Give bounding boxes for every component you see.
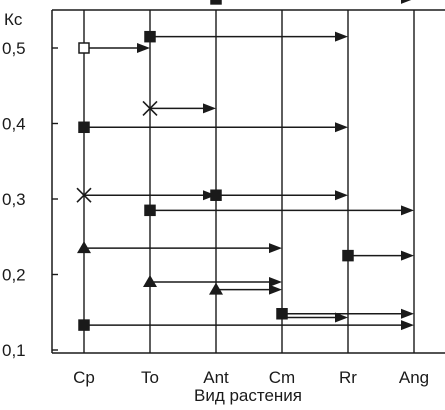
- series-marker-square: [276, 308, 288, 320]
- x-tick-cp: Cp: [73, 368, 95, 387]
- series-arrowhead: [335, 31, 348, 42]
- series-arrowhead: [401, 250, 414, 261]
- y-tick-label: 0,3: [2, 190, 26, 209]
- series-marker-square: [78, 42, 90, 54]
- x-tick-rr: Rr: [339, 368, 357, 387]
- series-arrowhead: [335, 122, 348, 133]
- series-arrowhead: [401, 320, 414, 331]
- x-axis-label: Вид растения: [194, 386, 302, 405]
- series-marker-triangle: [77, 241, 91, 254]
- series-marker-square: [78, 319, 90, 331]
- x-tick-cm: Cm: [269, 368, 295, 387]
- series-marker-square: [144, 30, 156, 43]
- series-marker-triangle: [143, 275, 157, 288]
- series-markers: [76, 0, 354, 331]
- series-marker-square: [78, 121, 90, 134]
- series-arrowhead: [269, 243, 282, 254]
- y-tick-labels: 0,1 0,2 0,3 0,4 0,5: [2, 39, 26, 360]
- series-arrowhead: [137, 43, 150, 53]
- x-tick-ant: Ant: [203, 368, 229, 387]
- series-arrowhead: [335, 190, 348, 201]
- series-marker-cross: [76, 187, 92, 203]
- y-tick-label: 0,2: [2, 266, 26, 285]
- series-marker-square: [144, 204, 156, 217]
- series-arrowhead: [401, 308, 414, 319]
- x-tick-labels: Cp To Ant Cm Rr Ang: [73, 368, 429, 387]
- series-marker-square: [210, 189, 222, 201]
- series-arrowhead: [401, 0, 412, 4]
- series-arrowhead: [269, 277, 282, 288]
- series-arrowhead: [203, 190, 216, 201]
- series-arrowhead: [335, 312, 348, 323]
- x-tick-to: To: [141, 368, 159, 387]
- series-arrowhead: [401, 205, 414, 216]
- series-arrowhead: [203, 103, 216, 114]
- y-axis-label: Кс: [4, 10, 23, 29]
- x-tick-ang: Ang: [399, 368, 429, 387]
- y-tick-label: 0,1: [2, 341, 26, 360]
- y-tick-label: 0,5: [2, 39, 26, 58]
- series-arrowhead: [269, 284, 282, 295]
- series-marker-triangle: [209, 282, 223, 295]
- series-marker-square: [342, 249, 354, 262]
- y-tick-label: 0,4: [2, 115, 26, 134]
- category-gridlines: [83, 10, 415, 353]
- series-arrows: [84, 0, 414, 331]
- series-marker-square: [210, 0, 222, 5]
- series-marker-cross: [142, 100, 158, 116]
- plot-frame: [51, 9, 445, 354]
